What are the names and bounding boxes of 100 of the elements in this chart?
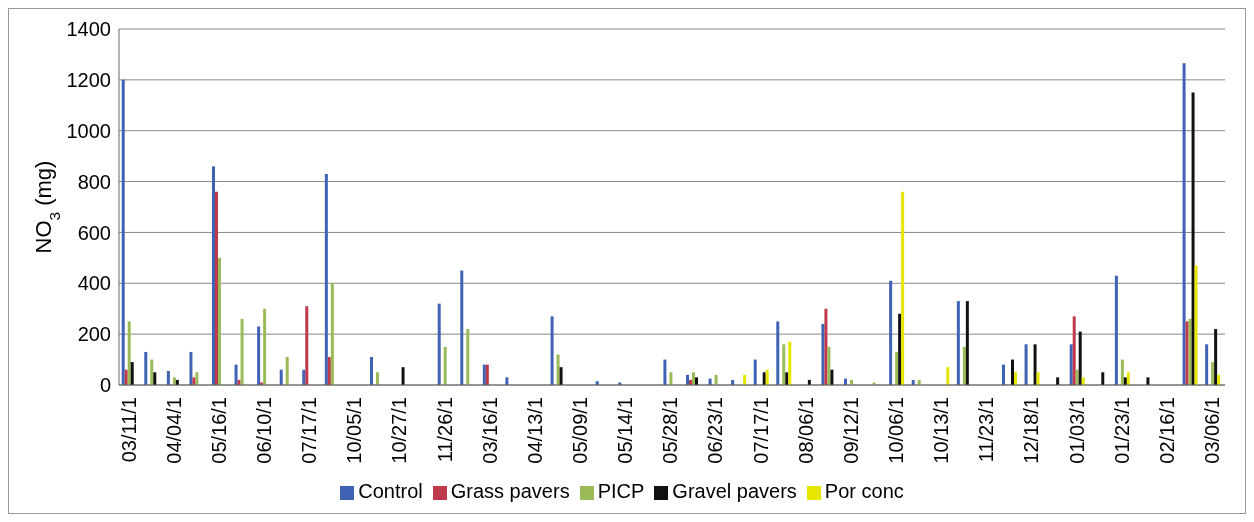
bar	[211, 166, 215, 385]
bar	[1001, 364, 1005, 385]
bar	[189, 351, 193, 385]
x-tick-label: 02/16/1	[1155, 397, 1178, 464]
bar	[324, 173, 328, 385]
bar	[1081, 377, 1085, 385]
bar	[1191, 92, 1195, 385]
bar	[257, 326, 261, 385]
bar	[785, 372, 789, 385]
bar	[240, 318, 244, 385]
y-tick-label: 0	[99, 374, 111, 397]
bar	[559, 367, 563, 385]
x-tick-label: 10/27/1	[388, 397, 411, 464]
y-tick-label: 600	[77, 221, 111, 244]
bar	[217, 257, 221, 385]
x-tick-label: 11/23/1	[975, 397, 998, 463]
bar	[830, 369, 834, 385]
bar	[663, 359, 667, 385]
bar	[556, 354, 560, 385]
bar	[1013, 372, 1017, 385]
bar	[124, 369, 128, 385]
y-tick-label: 1000	[66, 119, 111, 142]
legend-label: Por conc	[824, 480, 904, 502]
bar	[121, 79, 125, 385]
bar	[1211, 362, 1215, 385]
x-tick-label: 09/12/1	[839, 397, 862, 464]
bar	[1101, 372, 1105, 385]
bar	[327, 357, 331, 385]
bar	[550, 316, 554, 385]
bar	[965, 301, 969, 385]
bar	[776, 321, 780, 385]
bar	[305, 306, 309, 385]
x-tick-label: 10/13/1	[930, 397, 953, 464]
bar	[1036, 372, 1040, 385]
x-tick-label: 04/13/1	[523, 397, 546, 464]
bar	[782, 344, 786, 385]
y-tick-label: 800	[77, 170, 111, 193]
bar	[127, 321, 131, 385]
bar	[466, 329, 470, 385]
bar	[437, 303, 441, 385]
bar	[694, 377, 698, 385]
x-tick-label: 03/06/1	[1201, 397, 1223, 464]
bar	[901, 191, 905, 385]
legend-label: Control	[358, 480, 423, 502]
bar	[788, 341, 792, 385]
bar	[166, 371, 170, 385]
bar	[956, 301, 960, 385]
bar	[375, 372, 379, 385]
bar	[1078, 331, 1082, 385]
x-tick-label: 10/06/1	[885, 397, 907, 464]
bar	[1182, 63, 1186, 385]
x-tick-label: 05/28/1	[659, 397, 682, 464]
legend-label: PICP	[597, 480, 645, 502]
bar	[691, 372, 695, 385]
bar	[130, 362, 134, 385]
x-tick-label: 07/17/1	[749, 397, 772, 464]
y-tick-label: 1200	[66, 68, 111, 91]
bar	[962, 346, 966, 385]
bar	[144, 351, 148, 385]
bar	[821, 323, 825, 385]
bar	[369, 357, 373, 385]
bar	[669, 372, 673, 385]
x-tick-label: 08/06/1	[794, 397, 817, 464]
x-tick-label: 05/14/1	[614, 397, 637, 464]
x-tick-label: 07/17/1	[298, 397, 321, 464]
bar	[895, 351, 899, 385]
bar	[285, 357, 289, 385]
bar	[153, 372, 157, 385]
x-tick-label: 05/16/1	[207, 397, 230, 464]
x-tick-label: 06/10/1	[253, 397, 275, 464]
legend-label: Gravel pavers	[672, 480, 797, 502]
bar	[263, 308, 267, 385]
x-tick-label: 04/04/1	[162, 397, 185, 464]
bar	[1146, 377, 1150, 385]
y-tick-label: 400	[77, 272, 111, 295]
bar	[150, 359, 154, 385]
y-tick-label: 1400	[66, 18, 111, 41]
x-tick-label: 11/26/1	[433, 397, 456, 463]
bar	[195, 372, 199, 385]
bar	[443, 346, 447, 385]
bar	[889, 280, 893, 385]
bar	[1069, 344, 1073, 385]
bar	[1024, 344, 1028, 385]
x-tick-label: 03/16/1	[478, 397, 501, 464]
bar	[946, 367, 950, 385]
bar	[1033, 344, 1037, 385]
bar	[1056, 377, 1060, 385]
bar	[1123, 377, 1127, 385]
bar	[1205, 344, 1209, 385]
bar	[898, 313, 902, 385]
legend-label: Grass pavers	[450, 480, 570, 502]
x-tick-label: 12/18/1	[1020, 397, 1043, 464]
bar	[1214, 329, 1218, 385]
bar	[1194, 265, 1198, 385]
y-tick-label: 200	[77, 323, 111, 346]
bar	[824, 308, 828, 385]
bar	[753, 359, 757, 385]
bar	[214, 191, 218, 385]
bar	[1114, 275, 1118, 385]
x-tick-label: 03/11/1	[117, 397, 140, 463]
